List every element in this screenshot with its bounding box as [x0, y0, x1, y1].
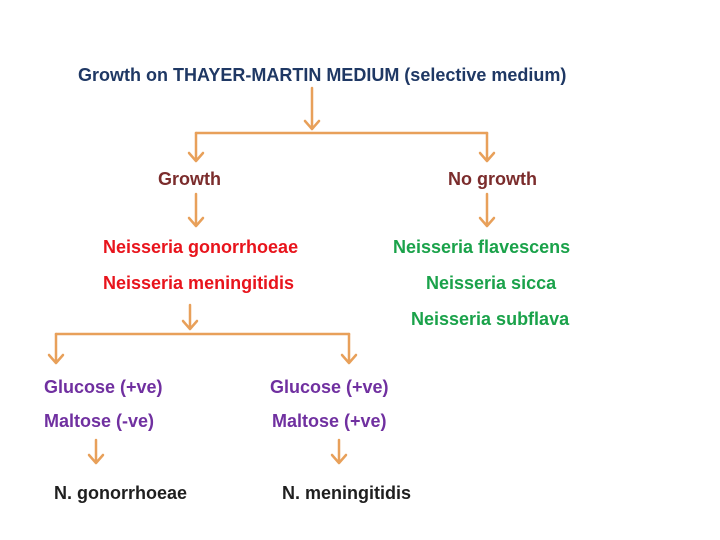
growth-arrow [187, 192, 205, 228]
right-result: N. meningitidis [282, 483, 412, 503]
left-result: N. gonorrhoeae [54, 483, 188, 503]
right-maltose-test: Maltose (+ve) [272, 411, 387, 431]
no-growth-label: No growth [448, 169, 537, 189]
growth-species-1: Neisseria gonorrhoeae [103, 237, 299, 257]
diagram-title: Growth on THAYER-MARTIN MEDIUM (selectiv… [78, 65, 567, 85]
species-arrow [181, 303, 199, 331]
no-growth-species-2: Neisseria sicca [426, 273, 557, 293]
left-maltose-test: Maltose (-ve) [44, 411, 155, 431]
no-growth-arrow [478, 192, 496, 228]
growth-split-connector [187, 131, 496, 163]
title-arrow [303, 86, 321, 131]
right-result-arrow [330, 438, 348, 465]
no-growth-species-1: Neisseria flavescens [393, 237, 571, 257]
growth-label: Growth [158, 169, 221, 189]
left-result-arrow [87, 438, 105, 465]
test-split-connector [47, 332, 358, 365]
left-glucose-test: Glucose (+ve) [44, 377, 163, 397]
growth-species-2: Neisseria meningitidis [103, 273, 295, 293]
right-glucose-test: Glucose (+ve) [270, 377, 389, 397]
no-growth-species-3: Neisseria subflava [411, 309, 570, 329]
